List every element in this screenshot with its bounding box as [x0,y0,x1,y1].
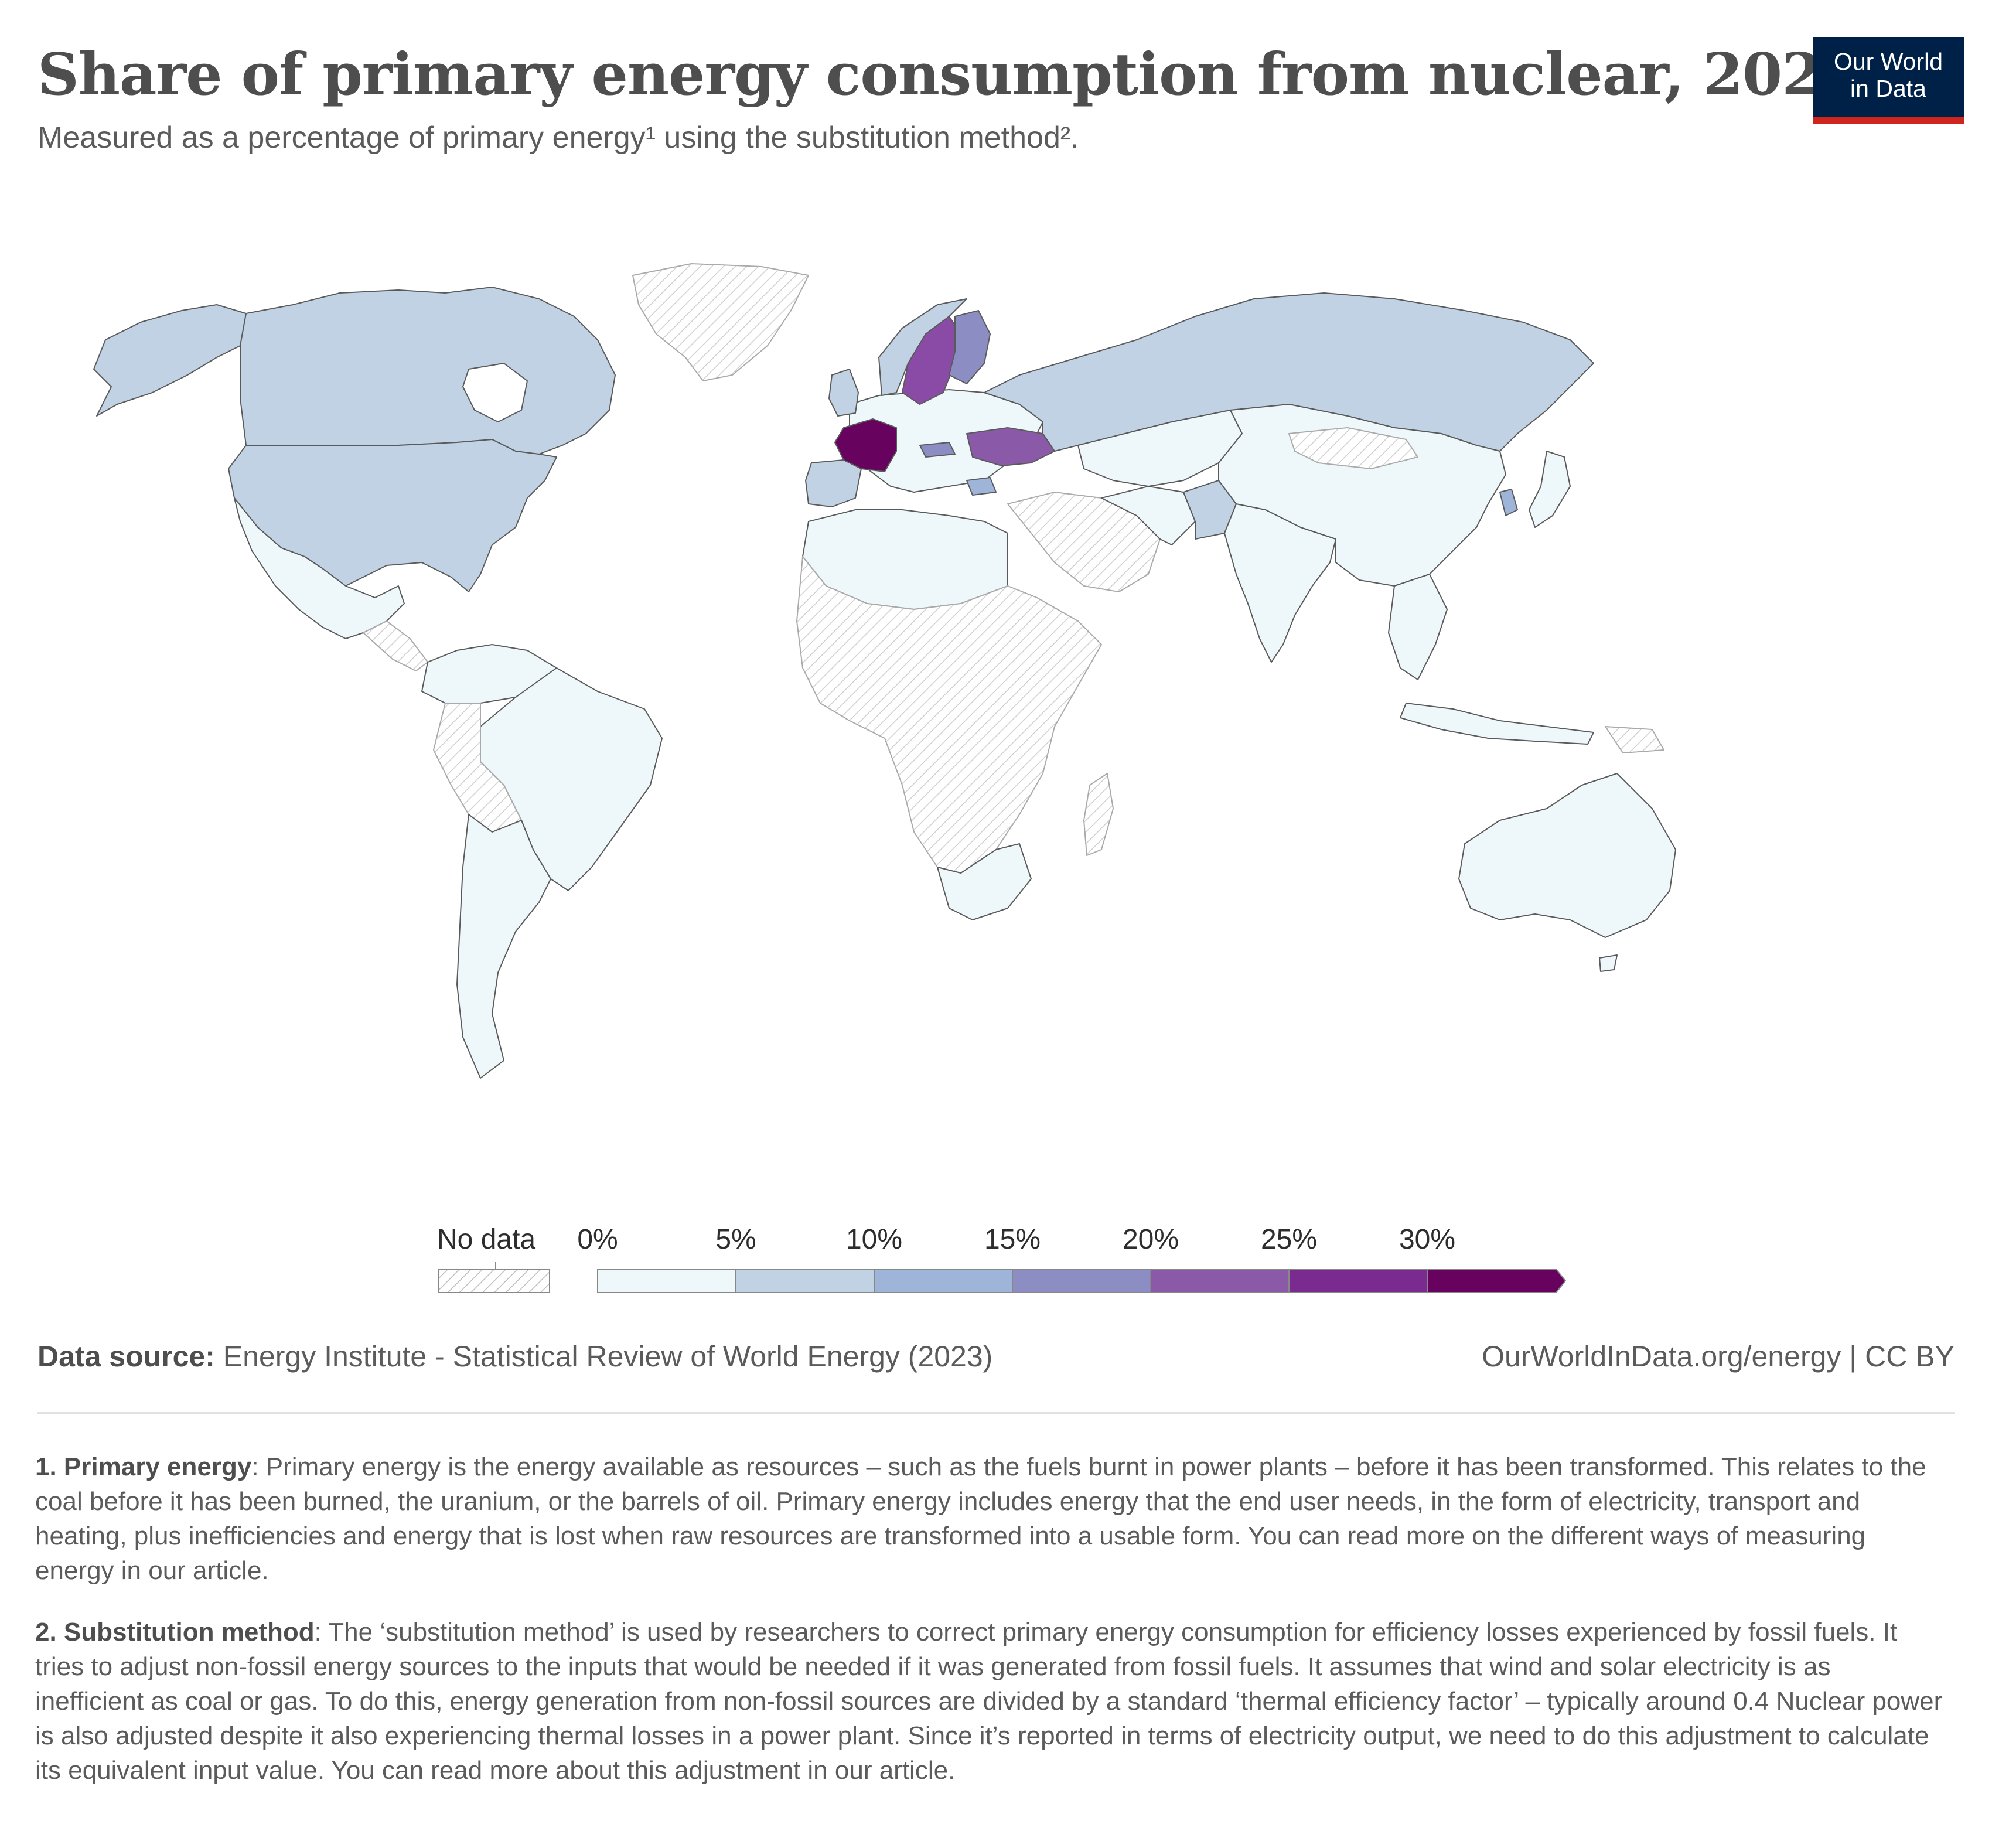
legend-bin[interactable] [597,1269,736,1293]
region-ukraine[interactable] [966,427,1055,466]
region-tasmania[interactable] [1599,954,1618,972]
logo-line-2: in Data [1850,75,1926,102]
chart-title: Share of primary energy consumption from… [37,41,1861,108]
footnote-label: 2. Substitution method [35,1618,315,1646]
region-finland[interactable] [949,310,991,384]
legend-no-data-swatch[interactable] [438,1269,550,1293]
region-mexico[interactable] [234,497,405,639]
region-alaska[interactable] [93,304,247,417]
owid-logo[interactable]: Our World in Data [1813,37,1964,124]
chart-subtitle: Measured as a percentage of primary ener… [37,121,1079,155]
region-sub-saharan-africa[interactable] [796,556,1102,874]
footnote-substitution-method: 2. Substitution method: The ‘substitutio… [35,1615,1945,1788]
region-central-america[interactable] [363,620,428,671]
legend-bin[interactable] [874,1269,1013,1293]
data-source-text: Energy Institute - Statistical Review of… [223,1340,993,1373]
legend-tick: 15% [984,1224,1041,1255]
source-url[interactable]: OurWorldInData.org/energy | CC BY [1482,1340,1955,1373]
legend-color-scale [438,1262,1567,1293]
legend-bin[interactable] [1012,1269,1151,1293]
world-map[interactable] [70,258,1687,1125]
region-south-africa[interactable] [937,843,1032,920]
legend-no-data-label: No data [437,1224,536,1255]
region-greenland[interactable] [632,263,809,381]
legend-tick: 20% [1122,1224,1179,1255]
region-papua[interactable] [1605,726,1664,753]
data-source-label: Data source: [37,1340,215,1373]
region-united-kingdom[interactable] [828,369,859,417]
region-argentina[interactable] [456,814,551,1079]
legend-tick: 5% [715,1224,756,1255]
region-southeast-asia[interactable] [1388,574,1448,680]
footnote-primary-energy: 1. Primary energy: Primary energy is the… [35,1450,1945,1588]
legend-bin[interactable] [735,1269,875,1293]
legend-tick: 10% [845,1224,903,1255]
region-south-korea[interactable] [1499,489,1518,516]
legend-tick: 25% [1260,1224,1318,1255]
region-canada[interactable] [240,287,616,455]
region-russia[interactable] [984,292,1594,452]
footnote-label: 1. Primary energy [35,1453,252,1481]
region-iran[interactable] [1101,486,1196,545]
region-slovakia[interactable] [919,442,956,458]
footnote-text: : Primary energy is the energy available… [35,1453,1926,1585]
region-mongolia[interactable] [1288,427,1418,469]
region-australia[interactable] [1458,773,1676,938]
logo-line-1: Our World [1833,48,1943,75]
region-france[interactable] [834,418,897,472]
hudson-bay [462,363,528,422]
region-indonesia[interactable] [1400,703,1594,745]
legend-bin[interactable] [1427,1269,1567,1293]
legend-tick: 30% [1399,1224,1456,1255]
legend-tick: 0% [577,1224,618,1255]
legend-bin[interactable] [1150,1269,1290,1293]
region-middle-east[interactable] [1007,492,1161,592]
footer-divider [37,1412,1955,1414]
region-japan[interactable] [1529,451,1571,528]
footnote-text: : The ‘substitution method’ is used by r… [35,1618,1943,1785]
region-spain[interactable] [805,459,862,507]
region-bulgaria[interactable] [966,477,997,496]
legend-bin[interactable] [1288,1269,1428,1293]
data-source: Data source: Energy Institute - Statisti… [37,1339,992,1373]
region-madagascar[interactable] [1083,773,1114,856]
